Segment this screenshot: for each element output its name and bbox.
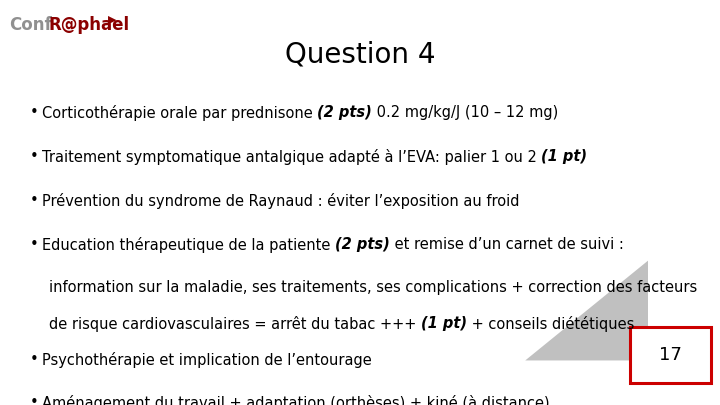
Text: •: • <box>30 149 39 164</box>
Text: Question 4: Question 4 <box>284 40 436 68</box>
Text: + conseils diététiques: + conseils diététiques <box>467 316 634 332</box>
Text: Corticothérapie orale par prednisone: Corticothérapie orale par prednisone <box>42 105 317 121</box>
Text: Prévention du syndrome de Raynaud : éviter l’exposition au froid: Prévention du syndrome de Raynaud : évit… <box>42 193 519 209</box>
Text: information sur la maladie, ses traitements, ses complications + correction des : information sur la maladie, ses traiteme… <box>49 280 697 295</box>
Text: et remise d’un carnet de suivi :: et remise d’un carnet de suivi : <box>390 237 624 252</box>
Text: •: • <box>30 105 39 120</box>
Text: •: • <box>30 352 39 367</box>
Text: •: • <box>30 193 39 208</box>
Text: Aménagement du travail + adaptation (orthèses) + kiné (à distance): Aménagement du travail + adaptation (ort… <box>42 395 549 405</box>
Text: R@phael: R@phael <box>49 16 130 34</box>
Text: Education thérapeutique de la patiente: Education thérapeutique de la patiente <box>42 237 335 253</box>
Text: •: • <box>30 395 39 405</box>
Text: (1 pt): (1 pt) <box>421 316 467 331</box>
Text: 0.2 mg/kg/J (10 – 12 mg): 0.2 mg/kg/J (10 – 12 mg) <box>372 105 558 120</box>
Text: Conf: Conf <box>9 16 52 34</box>
Text: (2 pts): (2 pts) <box>317 105 372 120</box>
Text: (1 pt): (1 pt) <box>541 149 588 164</box>
Text: 17: 17 <box>659 346 682 364</box>
Polygon shape <box>526 261 648 360</box>
Text: Psychothérapie et implication de l’entourage: Psychothérapie et implication de l’entou… <box>42 352 372 368</box>
Text: Traitement symptomatique antalgique adapté à l’EVA: palier 1 ou 2: Traitement symptomatique antalgique adap… <box>42 149 541 165</box>
Text: ▶: ▶ <box>108 14 117 24</box>
Text: de risque cardiovasculaires = arrêt du tabac +++: de risque cardiovasculaires = arrêt du t… <box>49 316 421 332</box>
Text: •: • <box>30 237 39 252</box>
Text: (2 pts): (2 pts) <box>335 237 390 252</box>
